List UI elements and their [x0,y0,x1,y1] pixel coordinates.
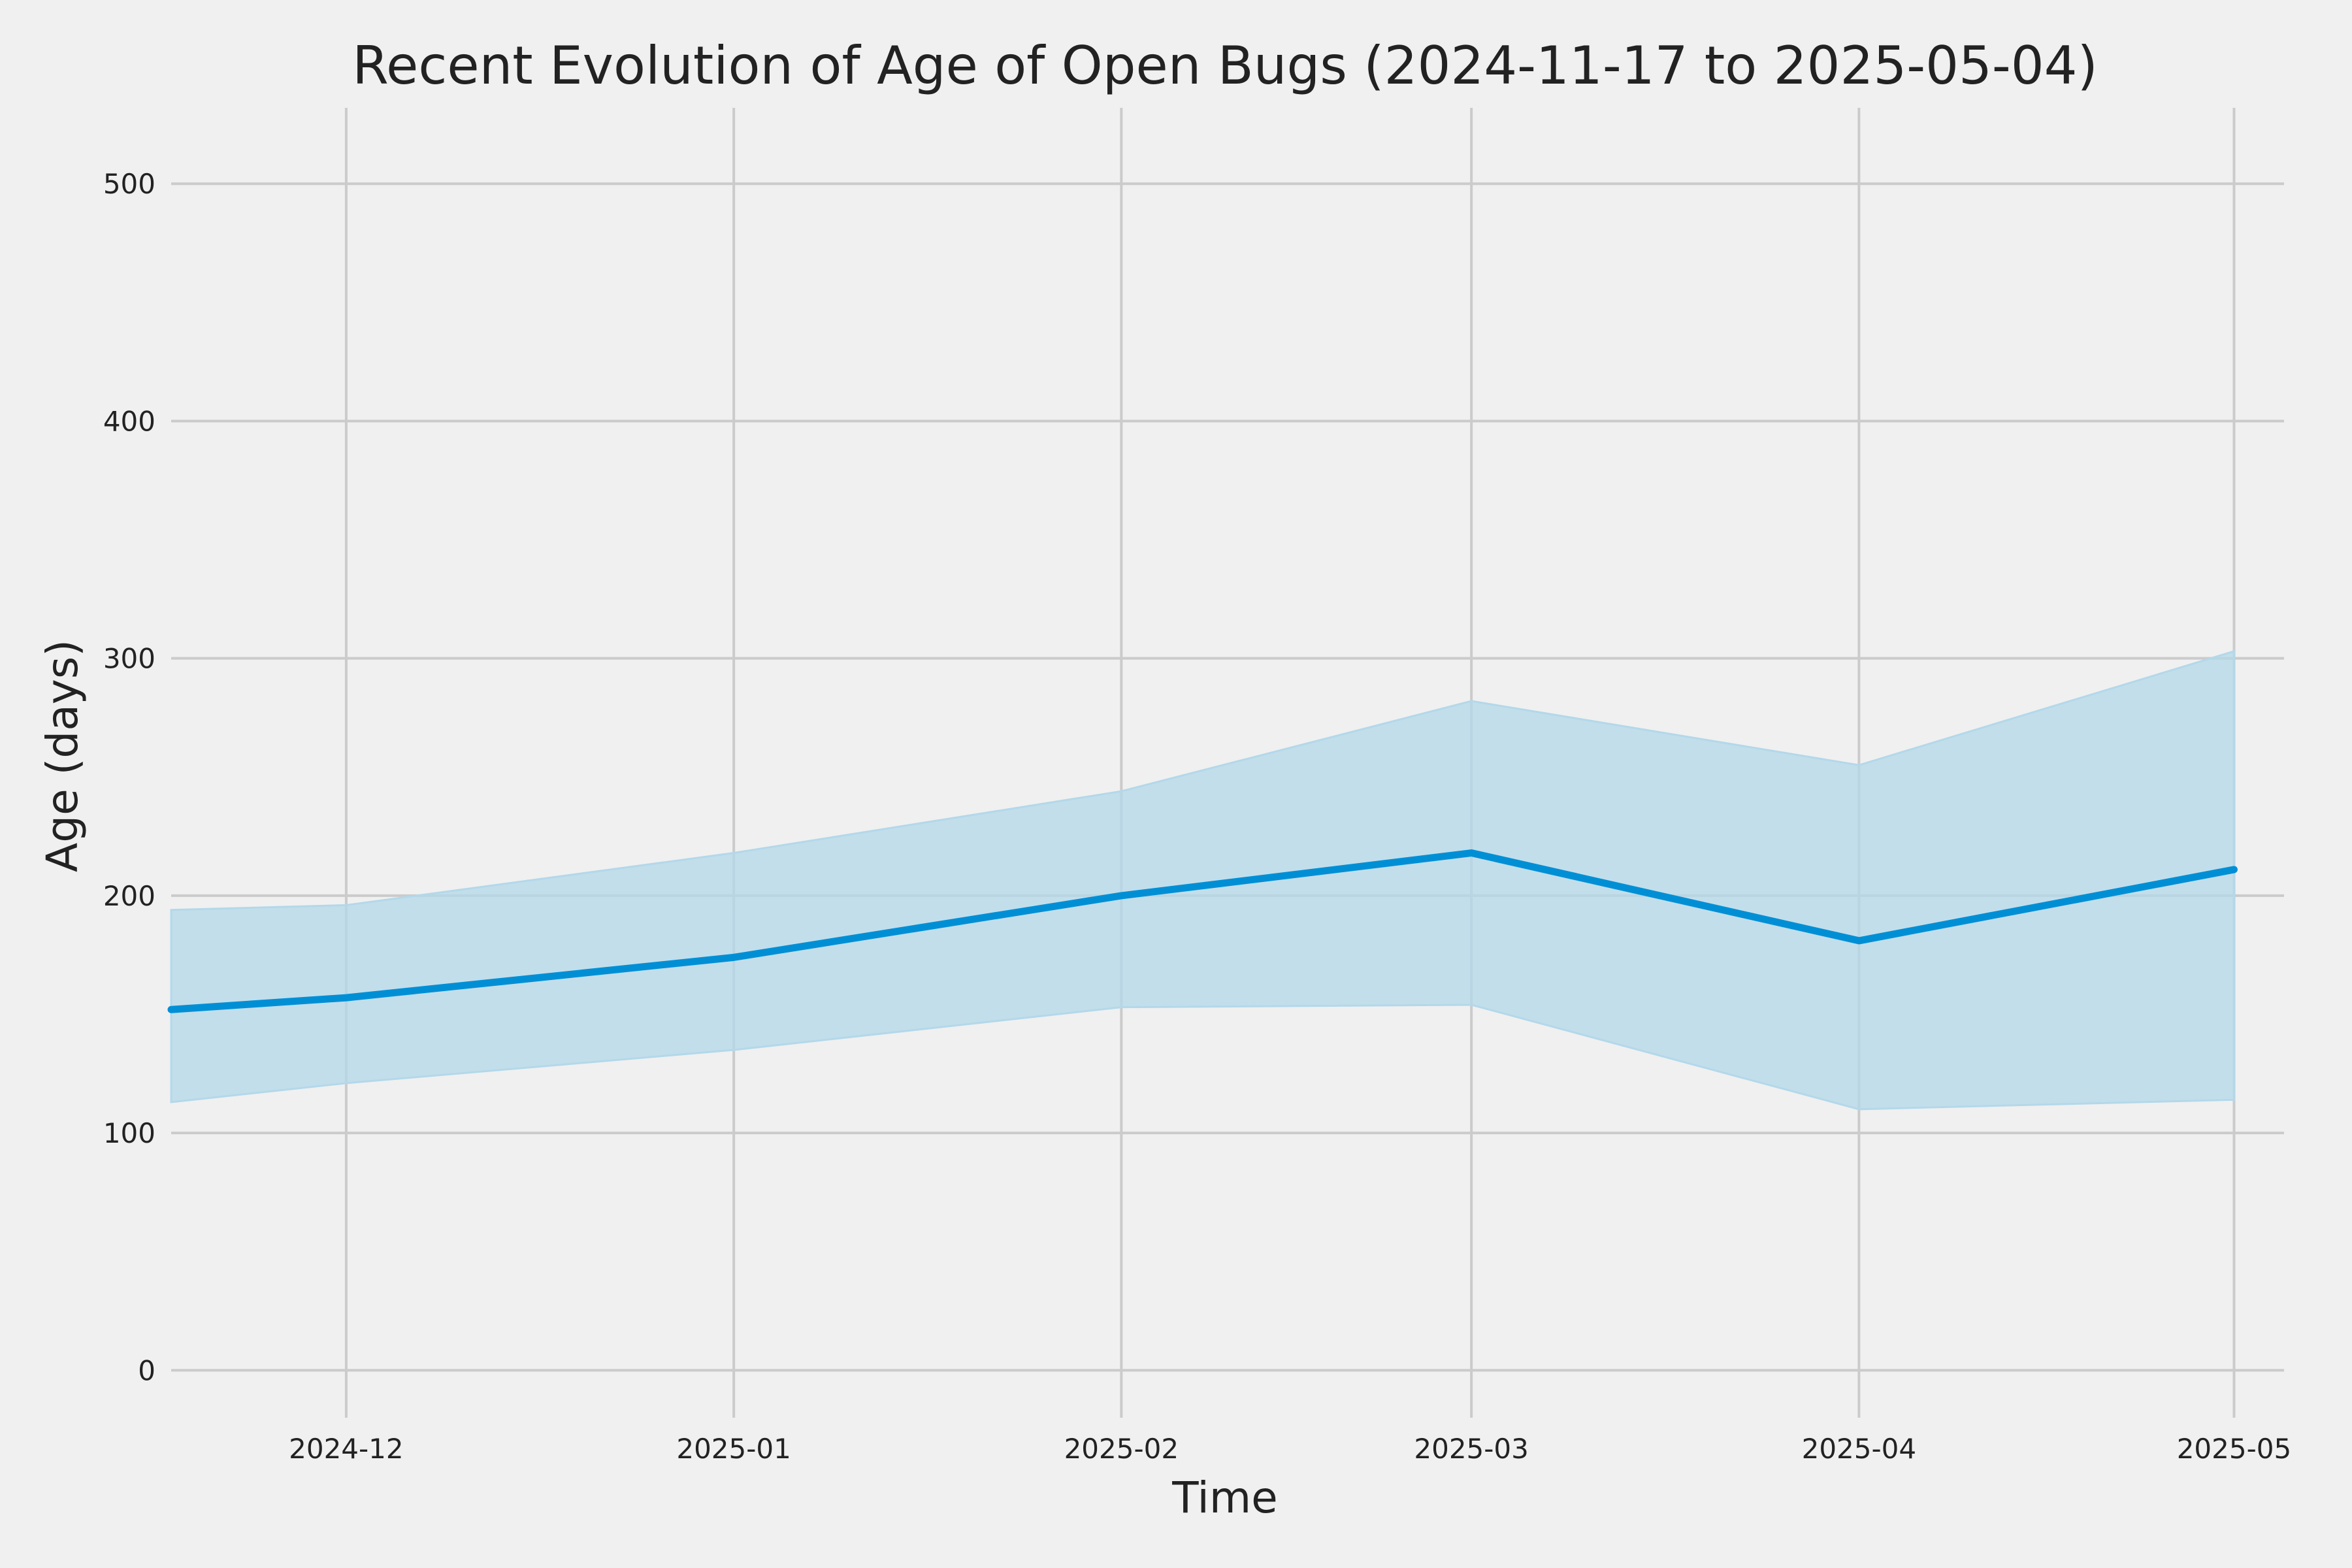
y-tick-label: 300 [103,643,155,675]
y-tick-label: 500 [103,168,155,200]
series-line [167,849,2238,1013]
y-tick-label: 400 [103,405,155,437]
x-tick-labels: 2024-12 2025-01 2025-02 2025-03 2025-04 2025-… [289,1433,2291,1465]
series-line-layer [167,849,2238,1013]
x-tick-label: 2025-05 [2177,1433,2292,1465]
y-tick-label: 200 [103,880,155,912]
x-axis-label: Time [1171,1473,1278,1523]
x-tick-label: 2025-01 [676,1433,791,1465]
confidence-band-layer [170,649,2235,1111]
chart-title: Recent Evolution of Age of Open Bugs (20… [352,35,2098,96]
y-tick-label: 0 [138,1354,155,1386]
confidence-band [170,649,2235,1111]
y-tick-label: 100 [103,1117,155,1149]
x-tick-label: 2024-12 [289,1433,404,1465]
y-tick-labels: 0 100 200 300 400 500 [103,168,155,1386]
x-tick-label: 2025-02 [1064,1433,1179,1465]
y-axis-label: Age (days) [37,640,88,872]
x-tick-label: 2025-03 [1414,1433,1529,1465]
x-tick-label: 2025-04 [1802,1433,1917,1465]
